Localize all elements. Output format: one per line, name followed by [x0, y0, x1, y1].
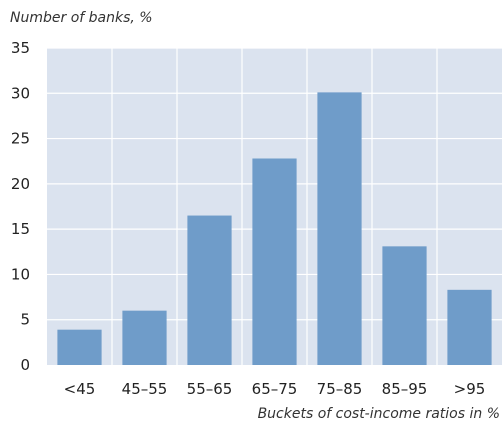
bar [382, 246, 427, 365]
y-tick-label: 5 [20, 311, 30, 329]
bar [447, 289, 492, 365]
bar [317, 92, 362, 365]
y-tick-label: 25 [11, 130, 30, 148]
x-tick-label: 85–95 [382, 380, 428, 398]
bars [57, 92, 492, 365]
y-tick-label: 10 [11, 265, 30, 283]
x-axis-ticks: <45 45–55 55–65 65–75 75–85 85–95 >95 [64, 380, 486, 398]
bar [57, 329, 102, 365]
x-tick-label: 65–75 [252, 380, 298, 398]
bar [252, 158, 297, 365]
y-tick-label: 20 [11, 175, 30, 193]
bar [122, 310, 167, 365]
x-tick-label: <45 [64, 380, 96, 398]
y-tick-label: 30 [11, 84, 30, 102]
y-axis-label: Number of banks, % [10, 10, 153, 26]
x-tick-label: 55–65 [187, 380, 233, 398]
x-tick-label: 75–85 [317, 380, 363, 398]
x-tick-label: >95 [454, 380, 486, 398]
x-tick-label: 45–55 [122, 380, 168, 398]
y-tick-label: 35 [11, 39, 30, 57]
y-tick-label: 15 [11, 220, 30, 238]
y-axis-ticks: 0 5 10 15 20 25 30 35 [11, 39, 30, 374]
y-tick-label: 0 [20, 356, 30, 374]
x-axis-label: Buckets of cost-income ratios in % [258, 406, 500, 422]
bar [187, 215, 232, 365]
